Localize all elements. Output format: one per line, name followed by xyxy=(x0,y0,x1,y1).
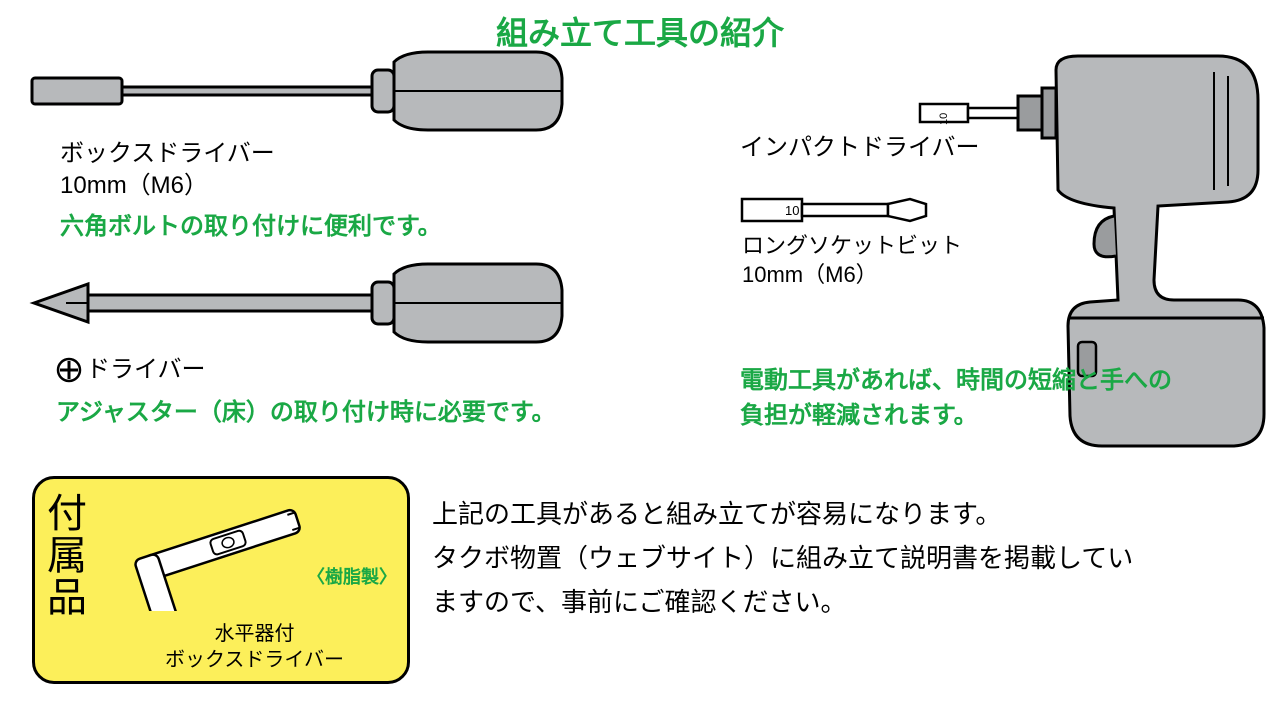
impact-driver-label: インパクトドライバー xyxy=(740,132,980,164)
box-driver-label-line2: 10mm（M6） xyxy=(60,172,208,199)
bottom-description: 上記の工具があると組み立てが容易になります。 タクボ物置（ウェブサイト）に組み立… xyxy=(432,492,1133,625)
phillips-driver-illustration xyxy=(28,260,568,346)
phillips-driver-label-text: ドライバー xyxy=(86,354,206,386)
box-driver-illustration xyxy=(28,48,568,134)
socket-bit-label: ロングソケットビット 10mm（M6） xyxy=(742,232,962,289)
accessory-name: 水平器付 ボックスドライバー xyxy=(165,621,344,673)
box-driver-label: ボックスドライバー 10mm（M6） xyxy=(60,138,275,203)
phillips-driver-label: ドライバー xyxy=(56,354,206,386)
socket-bit-label-line1: ロングソケットビット xyxy=(742,233,962,258)
socket-bit-label-line2: 10mm（M6） xyxy=(742,262,878,287)
accessory-driver-illustration xyxy=(105,491,325,611)
box-driver-label-line1: ボックスドライバー xyxy=(60,140,275,167)
phillips-driver-note: アジャスター（床）の取り付け時に必要です。 xyxy=(56,396,555,431)
accessory-name-line2: ボックスドライバー xyxy=(165,649,344,671)
bottom-line2: タクボ物置（ウェブサイト）に組み立て説明書を掲載してい xyxy=(432,543,1133,573)
accessory-badge: 付属品 xyxy=(47,493,91,619)
bottom-line3: ますので、事前にご確認ください。 xyxy=(432,587,846,617)
power-tool-note: 電動工具があれば、時間の短縮と手への 負担が軽減されます。 xyxy=(740,364,1172,434)
power-note-line1: 電動工具があれば、時間の短縮と手への xyxy=(740,367,1172,394)
bottom-line1: 上記の工具があると組み立てが容易になります。 xyxy=(432,499,1001,529)
svg-text:10: 10 xyxy=(938,113,950,125)
phillips-icon xyxy=(56,357,82,383)
socket-bit-illustration: 10 xyxy=(740,195,930,225)
power-note-line2: 負担が軽減されます。 xyxy=(740,402,978,429)
box-driver-note: 六角ボルトの取り付けに便利です。 xyxy=(60,210,442,245)
accessory-material: 〈樹脂製〉 xyxy=(307,563,397,589)
accessory-box: 付属品 〈樹脂製〉 水平器付 ボックスドライバー xyxy=(32,476,410,684)
accessory-name-line1: 水平器付 xyxy=(215,623,295,645)
svg-text:10: 10 xyxy=(785,203,799,218)
